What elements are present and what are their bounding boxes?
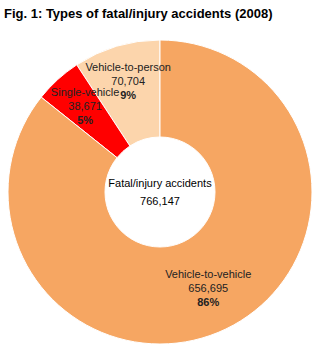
svg-text:Single-vehicle38,6715%: Single-vehicle38,6715% (51, 86, 119, 126)
html-text:9%: 9% (120, 89, 137, 102)
html-text:Fig. 1: Types of fatal/injury: Fig. 1: Types of fatal/injury accidents … (4, 6, 273, 21)
html-text:Vehicle-to-person: Vehicle-to-person (85, 61, 171, 74)
html-text:70,704: 70,704 (111, 75, 145, 88)
html-text:766,147: 766,147 (140, 195, 180, 207)
svg-text:Vehicle-to-vehicle656,69586%: Vehicle-to-vehicle656,69586% (165, 268, 251, 308)
html-text:Fatal/injury accidents: Fatal/injury accidents (108, 177, 212, 189)
